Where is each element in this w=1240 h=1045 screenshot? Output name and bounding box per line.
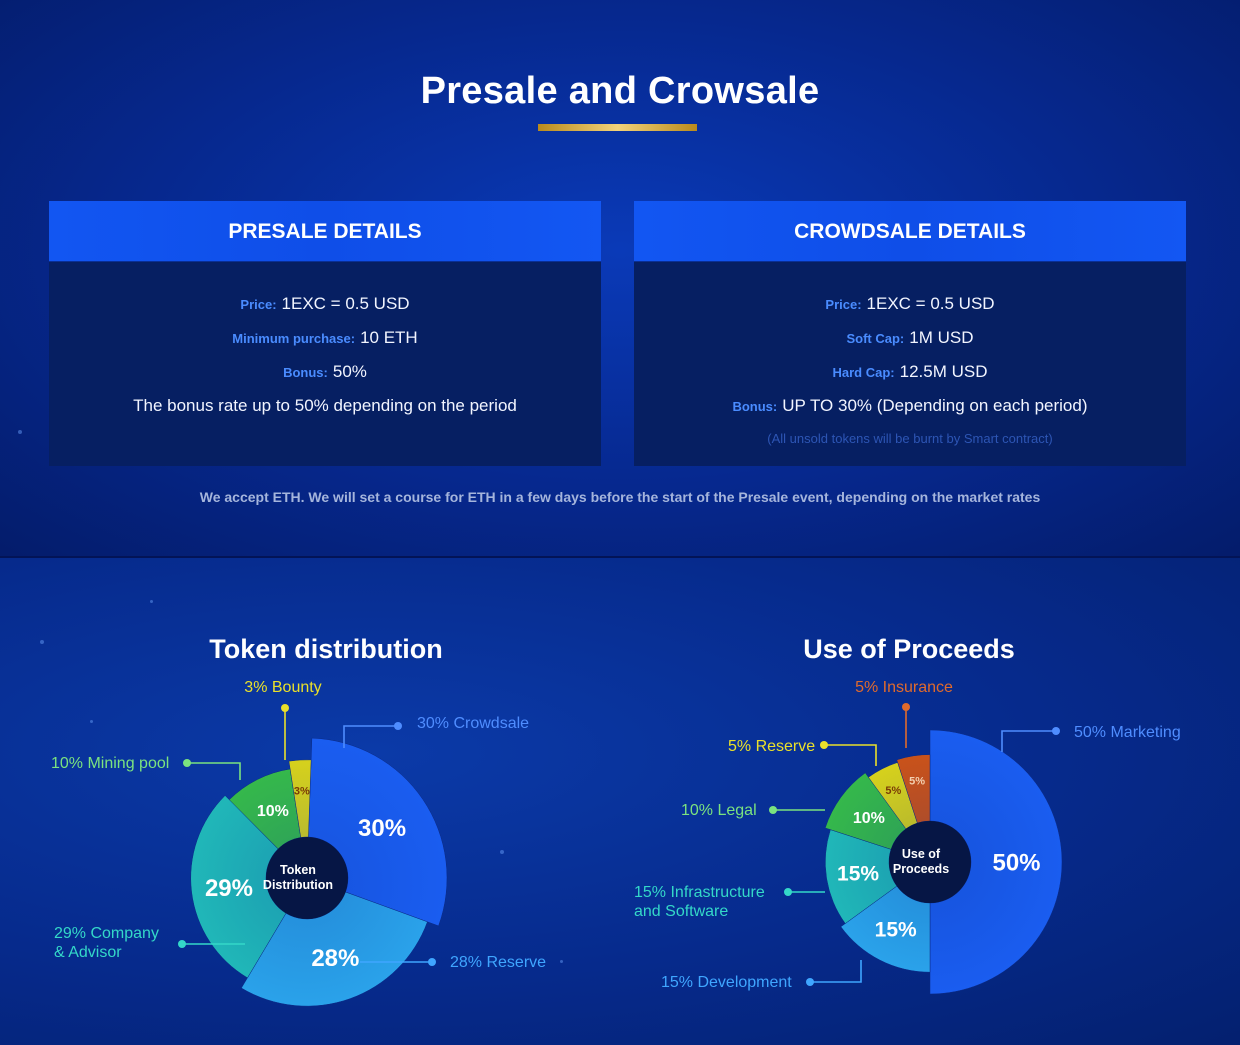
- slice-label-crowdsale: 30%: [358, 815, 406, 842]
- center-circle: [889, 821, 971, 903]
- row-label: Price:: [240, 297, 277, 312]
- crowdsale-hardcap-row: Hard Cap: 12.5M USD: [634, 361, 1186, 395]
- row-value: 12.5M USD: [899, 362, 988, 381]
- slice-label-insurance: 5%: [909, 776, 925, 788]
- leader-line-crowdsale: [343, 725, 398, 748]
- legend-infrastructure-and-software: and Software: [634, 903, 728, 920]
- section-divider: [0, 556, 1240, 558]
- leader-dot-development: [806, 978, 814, 986]
- legend-mining-pool: 10% Mining pool: [51, 755, 169, 772]
- presale-card: PRESALE DETAILS Price: 1EXC = 0.5 USD Min…: [49, 201, 601, 466]
- row-label: Price:: [825, 297, 862, 312]
- decor-dot: [40, 640, 44, 644]
- legend-legal: 10% Legal: [681, 802, 757, 819]
- center-label: Proceeds: [893, 862, 949, 876]
- row-label: Minimum purchase:: [232, 331, 356, 346]
- legend-company-advisor: 29% Company: [54, 925, 159, 942]
- legend-bounty: 3% Bounty: [244, 679, 321, 696]
- row-value: 50%: [332, 362, 367, 381]
- leader-dot-reserve: [820, 741, 828, 749]
- decor-dot: [90, 720, 93, 723]
- presale-card-title: PRESALE DETAILS: [49, 201, 601, 262]
- presale-bonus-text: The bonus rate up to 50% depending on th…: [133, 396, 517, 415]
- presale-minimum-row: Minimum purchase: 10 ETH: [49, 327, 601, 361]
- crowdsale-note: (All unsold tokens will be burnt by Smar…: [767, 431, 1053, 446]
- slice-label-mining-pool: 10%: [257, 803, 289, 820]
- row-value: 10 ETH: [360, 328, 418, 347]
- use-of-proceeds-chart: 50% 50% Marketing 15% 15% Development 15% 15%…: [634, 679, 1181, 995]
- decor-dot: [18, 430, 22, 434]
- token-distribution-chart: 30% 30% Crowdsale 28% 28% Reserve 29% 29% Com…: [51, 679, 546, 1007]
- legend-marketing: 50% Marketing: [1074, 724, 1181, 741]
- decor-dot: [500, 850, 504, 854]
- center-label: Distribution: [263, 878, 333, 892]
- row-value: 1M USD: [909, 328, 974, 347]
- row-label: Bonus:: [283, 365, 328, 380]
- page-title: Presale and Crowsale: [420, 70, 820, 112]
- leader-dot-infrastructure-and-software: [784, 888, 792, 896]
- title-underline: [538, 124, 697, 131]
- crowdsale-bonus-row: Bonus: UP TO 30% (Depending on each perio…: [634, 395, 1186, 429]
- use-of-proceeds-title: Use of Proceeds: [803, 634, 1015, 664]
- token-distribution-title: Token distribution: [209, 634, 443, 664]
- leader-dot-legal: [769, 806, 777, 814]
- row-value: 1EXC = 0.5 USD: [866, 294, 995, 313]
- leader-dot-insurance: [902, 703, 910, 711]
- legend-infrastructure-and-software: 15% Infrastructure: [634, 884, 765, 901]
- slice-label-reserve: 5%: [885, 785, 901, 797]
- crowdsale-card: CROWDSALE DETAILS Price: 1EXC = 0.5 USD S…: [634, 201, 1186, 466]
- slice-label-development: 15%: [875, 919, 917, 942]
- leader-dot-reserve: [428, 958, 436, 966]
- accept-eth-text: We accept ETH. We will set a course for …: [199, 489, 1041, 505]
- leader-dot-marketing: [1052, 727, 1060, 735]
- leader-line-reserve: [824, 744, 877, 766]
- decor-dot: [150, 600, 153, 603]
- crowdsale-price-row: Price: 1EXC = 0.5 USD: [634, 293, 1186, 327]
- legend-crowdsale: 30% Crowdsale: [417, 715, 529, 732]
- presale-bonus-row: Bonus: 50%: [49, 361, 601, 395]
- presale-price-row: Price: 1EXC = 0.5 USD: [49, 293, 601, 327]
- legend-reserve: 28% Reserve: [450, 954, 546, 971]
- center-label: Token: [280, 863, 316, 877]
- slice-label-bounty: 3%: [294, 785, 310, 797]
- leader-dot-bounty: [281, 704, 289, 712]
- row-label: Hard Cap:: [832, 365, 895, 380]
- decor-dot: [560, 960, 563, 963]
- crowdsale-card-title: CROWDSALE DETAILS: [634, 201, 1186, 262]
- row-label: Bonus:: [732, 399, 778, 414]
- center-circle: [266, 837, 348, 919]
- leader-line-marketing: [1001, 730, 1056, 752]
- leader-dot-crowdsale: [394, 722, 402, 730]
- center-label: Use of: [902, 847, 941, 861]
- leader-dot-mining-pool: [183, 759, 191, 767]
- row-value: UP TO 30% (Depending on each period): [782, 396, 1088, 415]
- crowdsale-softcap-row: Soft Cap: 1M USD: [634, 327, 1186, 361]
- leader-line-mining-pool: [187, 762, 241, 780]
- leader-dot-company-advisor: [178, 940, 186, 948]
- row-value: 1EXC = 0.5 USD: [281, 294, 410, 313]
- slice-label-marketing: 50%: [992, 849, 1040, 876]
- legend-development: 15% Development: [661, 974, 792, 991]
- legend-reserve: 5% Reserve: [728, 738, 815, 755]
- slice-label-company-advisor: 29%: [205, 875, 253, 902]
- slice-label-infrastructure-and-software: 15%: [837, 863, 879, 886]
- row-label: Soft Cap:: [846, 331, 905, 346]
- legend-company-advisor: & Advisor: [54, 944, 122, 961]
- slice-label-legal: 10%: [853, 810, 885, 827]
- leader-line-development: [810, 960, 862, 983]
- slice-label-reserve: 28%: [311, 945, 359, 972]
- legend-insurance: 5% Insurance: [855, 679, 953, 696]
